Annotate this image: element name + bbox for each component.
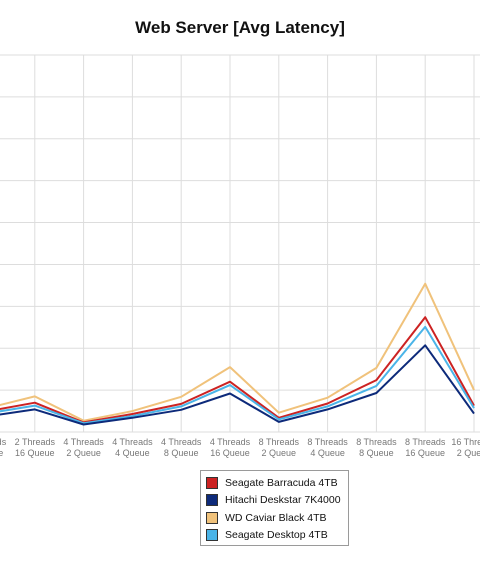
x-tick-label: 16 Queue bbox=[405, 448, 445, 458]
x-tick-label: 8 Threads bbox=[405, 437, 446, 447]
legend-label: WD Caviar Black 4TB bbox=[225, 511, 327, 524]
x-tick-label: 4 Threads bbox=[161, 437, 202, 447]
x-tick-label: 2 Queue bbox=[262, 448, 297, 458]
x-tick-label: 1 Queue bbox=[0, 448, 3, 458]
legend-item: Seagate Desktop 4TB bbox=[206, 527, 343, 545]
x-tick-label: 16 Threads bbox=[451, 437, 480, 447]
legend-label: Seagate Desktop 4TB bbox=[225, 529, 328, 542]
legend-swatch bbox=[206, 476, 218, 489]
legend: Seagate Barracuda 4TB Hitachi Deskstar 7K… bbox=[200, 470, 349, 546]
x-tick-label: 4 Queue bbox=[310, 448, 345, 458]
x-tick-label: 4 Threads bbox=[210, 437, 251, 447]
x-tick-label: 8 Threads bbox=[307, 437, 348, 447]
legend-item: Seagate Barracuda 4TB bbox=[206, 474, 343, 492]
x-tick-label: 4 Threads bbox=[63, 437, 104, 447]
x-tick-label: 2 Queue bbox=[66, 448, 101, 458]
series-line-seagate-desktop-4tb bbox=[0, 325, 475, 425]
x-tick-label: 1 Threads bbox=[0, 437, 7, 447]
legend-swatch bbox=[206, 529, 218, 542]
legend-item: Hitachi Deskstar 7K4000 bbox=[206, 492, 343, 510]
x-tick-label: 8 Threads bbox=[356, 437, 397, 447]
x-tick-label: 8 Queue bbox=[359, 448, 394, 458]
x-tick-label: 4 Queue bbox=[115, 448, 150, 458]
legend-swatch bbox=[206, 494, 218, 507]
x-tick-label: 16 Queue bbox=[15, 448, 55, 458]
legend-swatch bbox=[206, 511, 218, 524]
series-lines bbox=[0, 282, 475, 426]
x-tick-label: 2 Threads bbox=[15, 437, 56, 447]
grid-lines bbox=[0, 54, 480, 433]
series-line-seagate-barracuda-4tb bbox=[0, 316, 475, 424]
x-tick-label: 16 Queue bbox=[210, 448, 250, 458]
series-line-hitachi-deskstar-7k4000 bbox=[0, 344, 475, 426]
x-tick-label: 8 Queue bbox=[164, 448, 199, 458]
x-tick-label: 8 Threads bbox=[259, 437, 300, 447]
legend-label: Hitachi Deskstar 7K4000 bbox=[225, 494, 341, 507]
legend-label: Seagate Barracuda 4TB bbox=[225, 476, 338, 489]
legend-item: WD Caviar Black 4TB bbox=[206, 509, 343, 527]
x-tick-label: 4 Threads bbox=[112, 437, 153, 447]
chart-title: Web Server [Avg Latency] bbox=[135, 18, 345, 37]
x-tick-label: 2 Queue bbox=[457, 448, 480, 458]
series-line-wd-caviar-black-4tb bbox=[0, 282, 475, 422]
